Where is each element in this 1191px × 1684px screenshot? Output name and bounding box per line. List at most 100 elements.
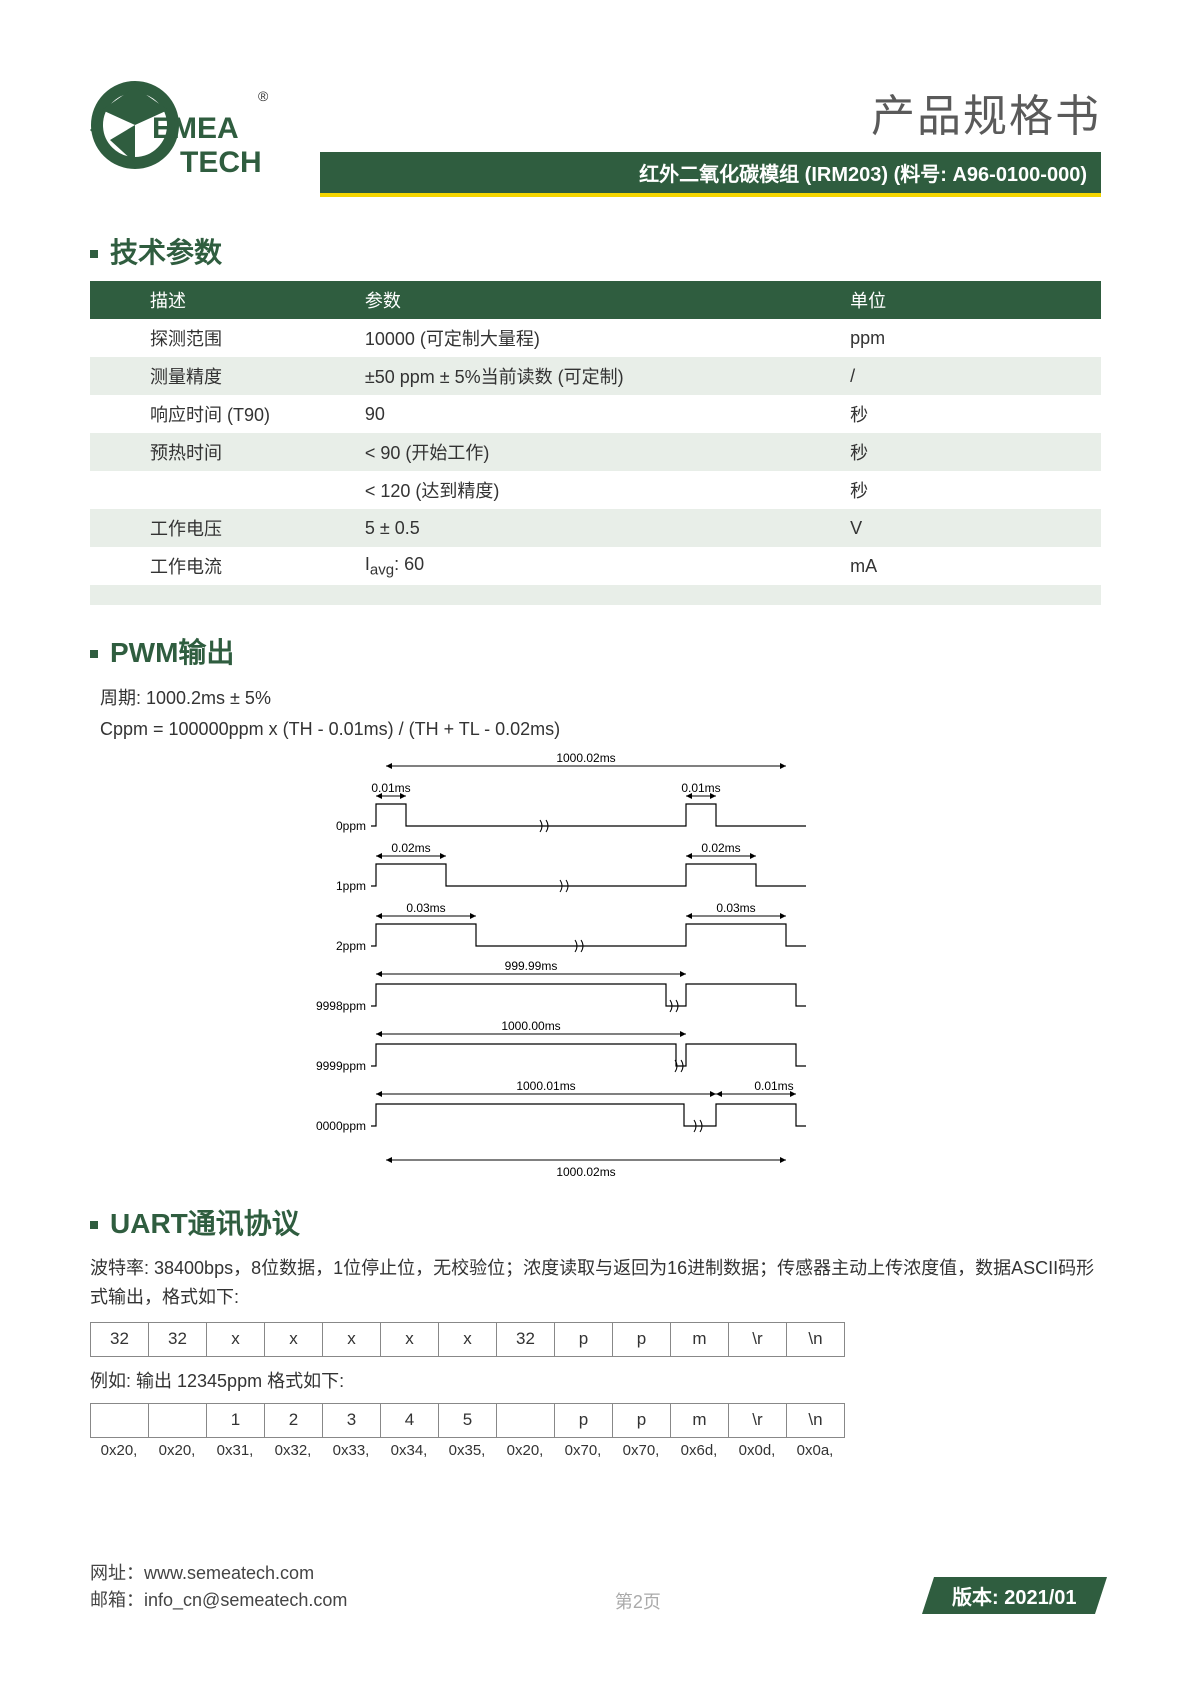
hex-cell: 0x20, <box>90 1442 148 1459</box>
table-cell: mA <box>838 547 1101 585</box>
section-specs-heading: 技术参数 <box>90 231 1101 271</box>
svg-text:1000.02ms: 1000.02ms <box>556 752 615 765</box>
svg-text:TECH: TECH <box>180 146 262 179</box>
svg-text:0.03ms: 0.03ms <box>716 901 755 915</box>
spec-header-param: 参数 <box>353 281 838 319</box>
hex-cell: 0x32, <box>264 1442 322 1459</box>
byte-cell: p <box>555 1403 613 1437</box>
pwm-title: PWM输出 <box>110 631 234 671</box>
version-badge: 版本: 2021/01 <box>922 1577 1107 1614</box>
bullet-icon <box>90 1221 98 1229</box>
byte-cell: 3 <box>323 1403 381 1437</box>
spec-header-desc: 描述 <box>90 281 353 319</box>
hex-cell: 0x70, <box>612 1442 670 1459</box>
table-cell: 响应时间 (T90) <box>90 395 353 433</box>
hex-cell: 0x35, <box>438 1442 496 1459</box>
table-cell: 探测范围 <box>90 319 353 357</box>
svg-text:100000ppm: 100000ppm <box>316 1119 366 1133</box>
table-cell: 90 <box>353 395 838 433</box>
hex-cell: 0x20, <box>148 1442 206 1459</box>
footer-email: 邮箱：info_cn@semeatech.com <box>90 1587 347 1614</box>
table-cell <box>90 585 1101 605</box>
spec-header-unit: 单位 <box>838 281 1101 319</box>
uart-format-table: 3232xxxxx32ppm\r\n <box>90 1322 845 1357</box>
hex-cell: 0x33, <box>322 1442 380 1459</box>
table-row: 预热时间< 90 (开始工作)秒 <box>90 433 1101 471</box>
footer-url: 网址：www.semeatech.com <box>90 1560 347 1587</box>
table-cell: 工作电压 <box>90 509 353 547</box>
table-cell: V <box>838 509 1101 547</box>
table-cell: < 90 (开始工作) <box>353 433 838 471</box>
byte-cell <box>149 1403 207 1437</box>
byte-cell: p <box>613 1322 671 1356</box>
byte-cell: 2 <box>265 1403 323 1437</box>
svg-text:1000.01ms: 1000.01ms <box>516 1079 575 1093</box>
pwm-timing-diagram: 1000.02ms0ppm0.01ms0.01ms1ppm0.02ms0.02m… <box>316 752 876 1176</box>
hex-cell: 0x31, <box>206 1442 264 1459</box>
byte-cell <box>497 1403 555 1437</box>
svg-text:EMEA: EMEA <box>152 112 239 145</box>
byte-cell: m <box>671 1403 729 1437</box>
hex-cell: 0x34, <box>380 1442 438 1459</box>
table-row: 响应时间 (T90)90秒 <box>90 395 1101 433</box>
hex-cell: 0x6d, <box>670 1442 728 1459</box>
uart-hex-row: 0x20,0x20,0x31,0x32,0x33,0x34,0x35,0x20,… <box>90 1442 1101 1460</box>
uart-example-table: 12345ppm\r\n <box>90 1403 845 1438</box>
svg-text:1000.00ms: 1000.00ms <box>501 1019 560 1033</box>
uart-title: UART通讯协议 <box>110 1202 300 1242</box>
table-cell <box>90 471 353 509</box>
byte-cell: p <box>613 1403 671 1437</box>
svg-text:0.01ms: 0.01ms <box>681 781 720 795</box>
table-cell: 秒 <box>838 471 1101 509</box>
table-row: 探测范围10000 (可定制大量程)ppm <box>90 319 1101 357</box>
section-uart-heading: UART通讯协议 <box>90 1202 1101 1242</box>
document-title: 产品规格书 <box>320 80 1101 144</box>
table-row: < 120 (达到精度)秒 <box>90 471 1101 509</box>
table-row: 测量精度±50 ppm ± 5%当前读数 (可定制)/ <box>90 357 1101 395</box>
table-cell: ±50 ppm ± 5%当前读数 (可定制) <box>353 357 838 395</box>
table-cell: 秒 <box>838 433 1101 471</box>
svg-text:99998ppm: 99998ppm <box>316 999 366 1013</box>
section-pwm-heading: PWM输出 <box>90 631 1101 671</box>
byte-cell: \r <box>729 1403 787 1437</box>
table-cell: 5 ± 0.5 <box>353 509 838 547</box>
table-cell: 预热时间 <box>90 433 353 471</box>
byte-cell: 32 <box>91 1322 149 1356</box>
table-cell: ppm <box>838 319 1101 357</box>
byte-cell: \n <box>787 1322 845 1356</box>
byte-cell: \r <box>729 1322 787 1356</box>
product-subtitle: 红外二氧化碳模组 (IRM203) (料号: A96-0100-000) <box>320 152 1101 197</box>
uart-example-label: 例如: 输出 12345ppm 格式如下: <box>90 1367 1101 1393</box>
logo: EMEA TECH ® <box>90 80 290 205</box>
table-row: 工作电压5 ± 0.5V <box>90 509 1101 547</box>
logo-icon: EMEA TECH <box>90 80 280 200</box>
svg-text:0.02ms: 0.02ms <box>391 841 430 855</box>
spec-table: 描述 参数 单位 探测范围10000 (可定制大量程)ppm测量精度±50 pp… <box>90 281 1101 605</box>
svg-text:0.02ms: 0.02ms <box>701 841 740 855</box>
byte-cell: x <box>265 1322 323 1356</box>
table-cell: 秒 <box>838 395 1101 433</box>
svg-text:0.01ms: 0.01ms <box>371 781 410 795</box>
byte-cell: 32 <box>497 1322 555 1356</box>
byte-cell: 4 <box>381 1403 439 1437</box>
bullet-icon <box>90 250 98 258</box>
specs-title: 技术参数 <box>110 231 222 271</box>
table-row: 工作电流Iavg: 60mA <box>90 547 1101 585</box>
byte-cell: 32 <box>149 1322 207 1356</box>
svg-text:1000.02ms: 1000.02ms <box>556 1165 615 1176</box>
byte-cell: \n <box>787 1403 845 1437</box>
byte-cell: x <box>323 1322 381 1356</box>
header: EMEA TECH ® 产品规格书 红外二氧化碳模组 (IRM203) (料号:… <box>90 80 1101 205</box>
byte-cell <box>91 1403 149 1437</box>
svg-text:0.01ms: 0.01ms <box>754 1079 793 1093</box>
byte-cell: p <box>555 1322 613 1356</box>
pwm-period: 周期: 1000.2ms ± 5% <box>100 683 1101 714</box>
svg-text:99999ppm: 99999ppm <box>316 1059 366 1073</box>
svg-text:0ppm: 0ppm <box>335 819 365 833</box>
byte-cell: 5 <box>439 1403 497 1437</box>
bullet-icon <box>90 650 98 658</box>
table-cell: 工作电流 <box>90 547 353 585</box>
pwm-formula: Cppm = 100000ppm x (TH - 0.01ms) / (TH +… <box>100 714 1101 745</box>
table-cell: / <box>838 357 1101 395</box>
registered-mark: ® <box>258 88 268 104</box>
